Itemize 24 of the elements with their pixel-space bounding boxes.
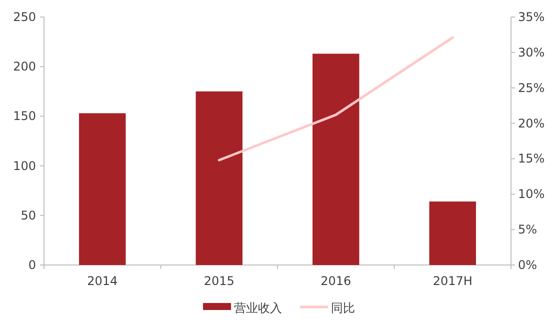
y2-tick-label: 0%	[518, 258, 538, 272]
y2-tick-label: 25%	[518, 80, 545, 95]
bar	[312, 54, 360, 265]
bar	[429, 202, 476, 265]
legend-label: 同比	[331, 301, 355, 315]
y2-tick-label: 10%	[518, 187, 545, 202]
x-tick-label: 2015	[204, 274, 234, 288]
y2-tick-label: 15%	[518, 152, 545, 166]
legend-label: 营业收入	[234, 301, 282, 315]
x-tick-label: 2017H	[432, 274, 472, 288]
y-tick-label: 0	[28, 258, 36, 272]
x-tick-label: 2014	[87, 274, 118, 288]
y2-tick-label: 5%	[518, 222, 538, 237]
bar	[79, 113, 126, 265]
y2-tick-label: 30%	[518, 45, 545, 60]
x-tick-label: 2016	[320, 274, 352, 288]
y-tick-label: 100	[13, 158, 36, 173]
bar	[196, 91, 242, 265]
y-tick-label: 150	[13, 109, 36, 124]
y-tick-label: 200	[13, 60, 36, 74]
y-tick-label: 50	[20, 208, 36, 222]
y2-tick-label: 35%	[518, 10, 545, 24]
y-tick-label: 250	[13, 10, 36, 24]
y2-tick-label: 20%	[518, 116, 545, 130]
